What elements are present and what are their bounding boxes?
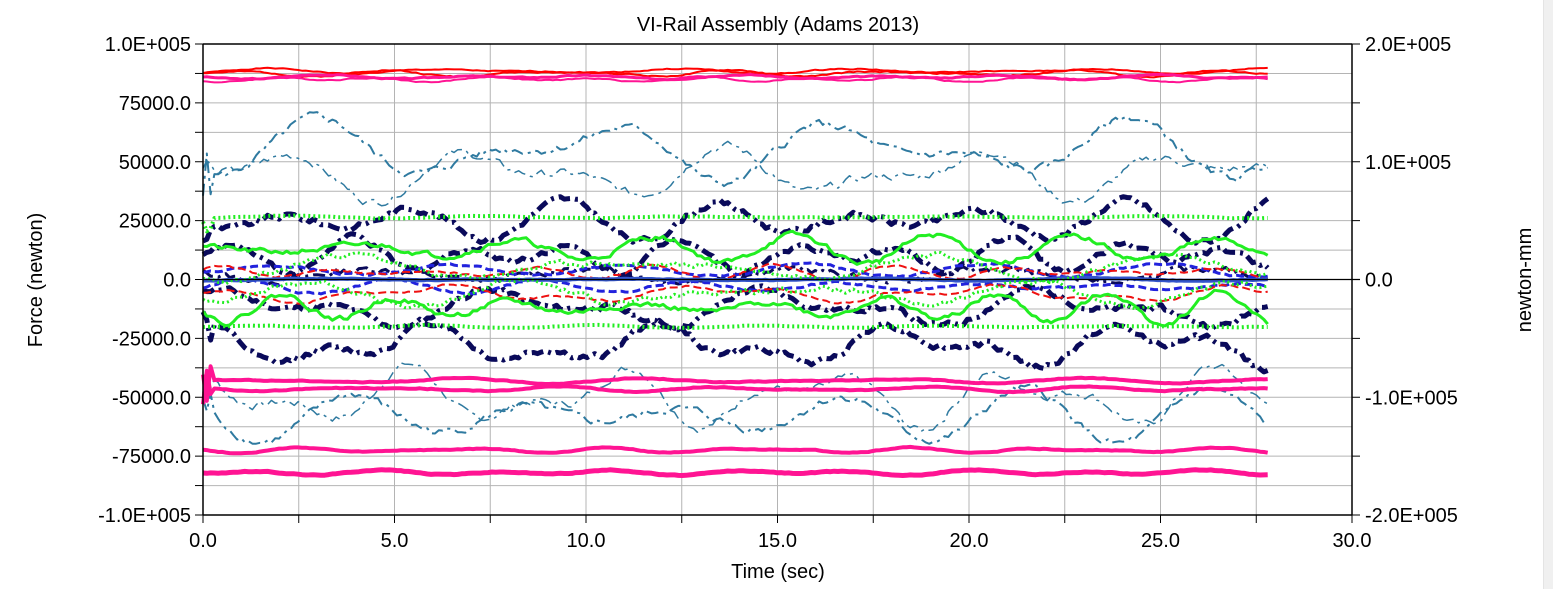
window-edge-strip [1543,0,1553,589]
series-group [200,66,1270,478]
y-tick-label: 0.0 [163,270,191,292]
series-line-green-2 [201,288,1269,328]
series-line-green-flat-upper [201,213,1268,234]
series-line-red-dashed-1 [202,262,1268,282]
series-line-green-flat-lower [202,322,1268,330]
y-tick-label: -25000.0 [112,328,191,350]
series-line-magenta-lower-4 [202,467,1268,478]
y-tick-label: -50000.0 [112,387,191,409]
y2-tick-label: 0.0 [1365,270,1393,292]
series-line-green-1 [202,229,1269,266]
series-line-green-3 [202,250,1269,286]
series-line-green-4 [202,276,1268,311]
series-line-navy-3 [202,283,1269,333]
y2-tick-label: -2.0E+005 [1365,505,1458,527]
series-line-steelblue-2 [202,140,1269,207]
y2-axis-label: newton-mm [1514,228,1536,332]
x-tick-label: 20.0 [950,530,989,552]
x-tick-labels: 0.0 5.0 10.0 15.0 20.0 25.0 30.0 [189,530,1371,552]
y-tick-label: 50000.0 [119,152,191,174]
series-line-steelblue-4 [202,383,1268,445]
x-tick-label: 25.0 [1141,530,1180,552]
x-tick-label: 5.0 [381,530,409,552]
y-tick-label: 1.0E+005 [105,34,191,56]
x-tick-label: 0.0 [189,530,217,552]
x-tick-label: 10.0 [567,530,606,552]
series-line-steelblue-3 [202,362,1269,433]
y-tick-label: -75000.0 [112,446,191,468]
y2-tick-labels: 2.0E+005 1.0E+005 0.0 -1.0E+005 -2.0E+005 [1365,34,1458,527]
y2-tick-label: 1.0E+005 [1365,152,1451,174]
y-tick-label: -1.0E+005 [98,505,191,527]
y2-tick-label: -1.0E+005 [1365,387,1458,409]
x-tick-label: 30.0 [1333,530,1372,552]
series-line-navy-4 [200,310,1269,375]
series-line-steelblue-1 [202,111,1269,196]
series-line-magenta-upper-2 [202,75,1268,84]
chart-title: VI-Rail Assembly (Adams 2013) [637,14,919,36]
series-line-magenta-lower-3 [202,444,1269,456]
axes [195,43,1360,523]
series-line-red-upper-1 [202,66,1268,76]
series-line-navy-1 [201,194,1270,246]
series-line-red-upper-2 [202,68,1268,79]
y-axis-label: Force (newton) [25,213,47,348]
series-line-magenta-lower-2 [201,368,1268,405]
series-line-magenta-lower-1 [201,364,1268,403]
y-tick-label: 75000.0 [119,93,191,115]
y-tick-labels: 1.0E+005 75000.0 50000.0 25000.0 0.0 -25000.0… [98,34,191,527]
x-axis-label: Time (sec) [731,561,825,583]
x-tick-label: 15.0 [758,530,797,552]
y2-tick-label: 2.0E+005 [1365,34,1451,56]
y-tick-label: 25000.0 [119,211,191,233]
